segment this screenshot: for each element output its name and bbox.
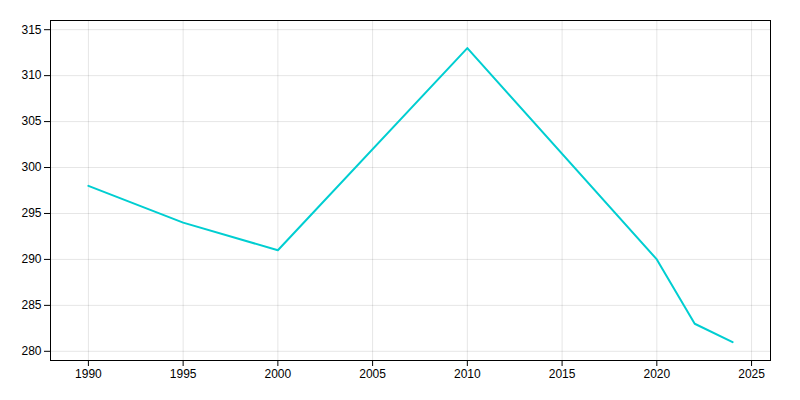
svg-text:280: 280 [21,344,41,358]
svg-text:2000: 2000 [265,367,292,381]
svg-text:2025: 2025 [738,367,765,381]
svg-text:2020: 2020 [643,367,670,381]
svg-text:315: 315 [21,23,41,37]
svg-text:2015: 2015 [549,367,576,381]
svg-text:1990: 1990 [75,367,102,381]
svg-text:2005: 2005 [359,367,386,381]
svg-text:310: 310 [21,68,41,82]
svg-text:295: 295 [21,206,41,220]
svg-text:2010: 2010 [454,367,481,381]
svg-text:285: 285 [21,298,41,312]
svg-text:305: 305 [21,114,41,128]
svg-text:300: 300 [21,160,41,174]
svg-text:290: 290 [21,252,41,266]
svg-text:1995: 1995 [170,367,197,381]
